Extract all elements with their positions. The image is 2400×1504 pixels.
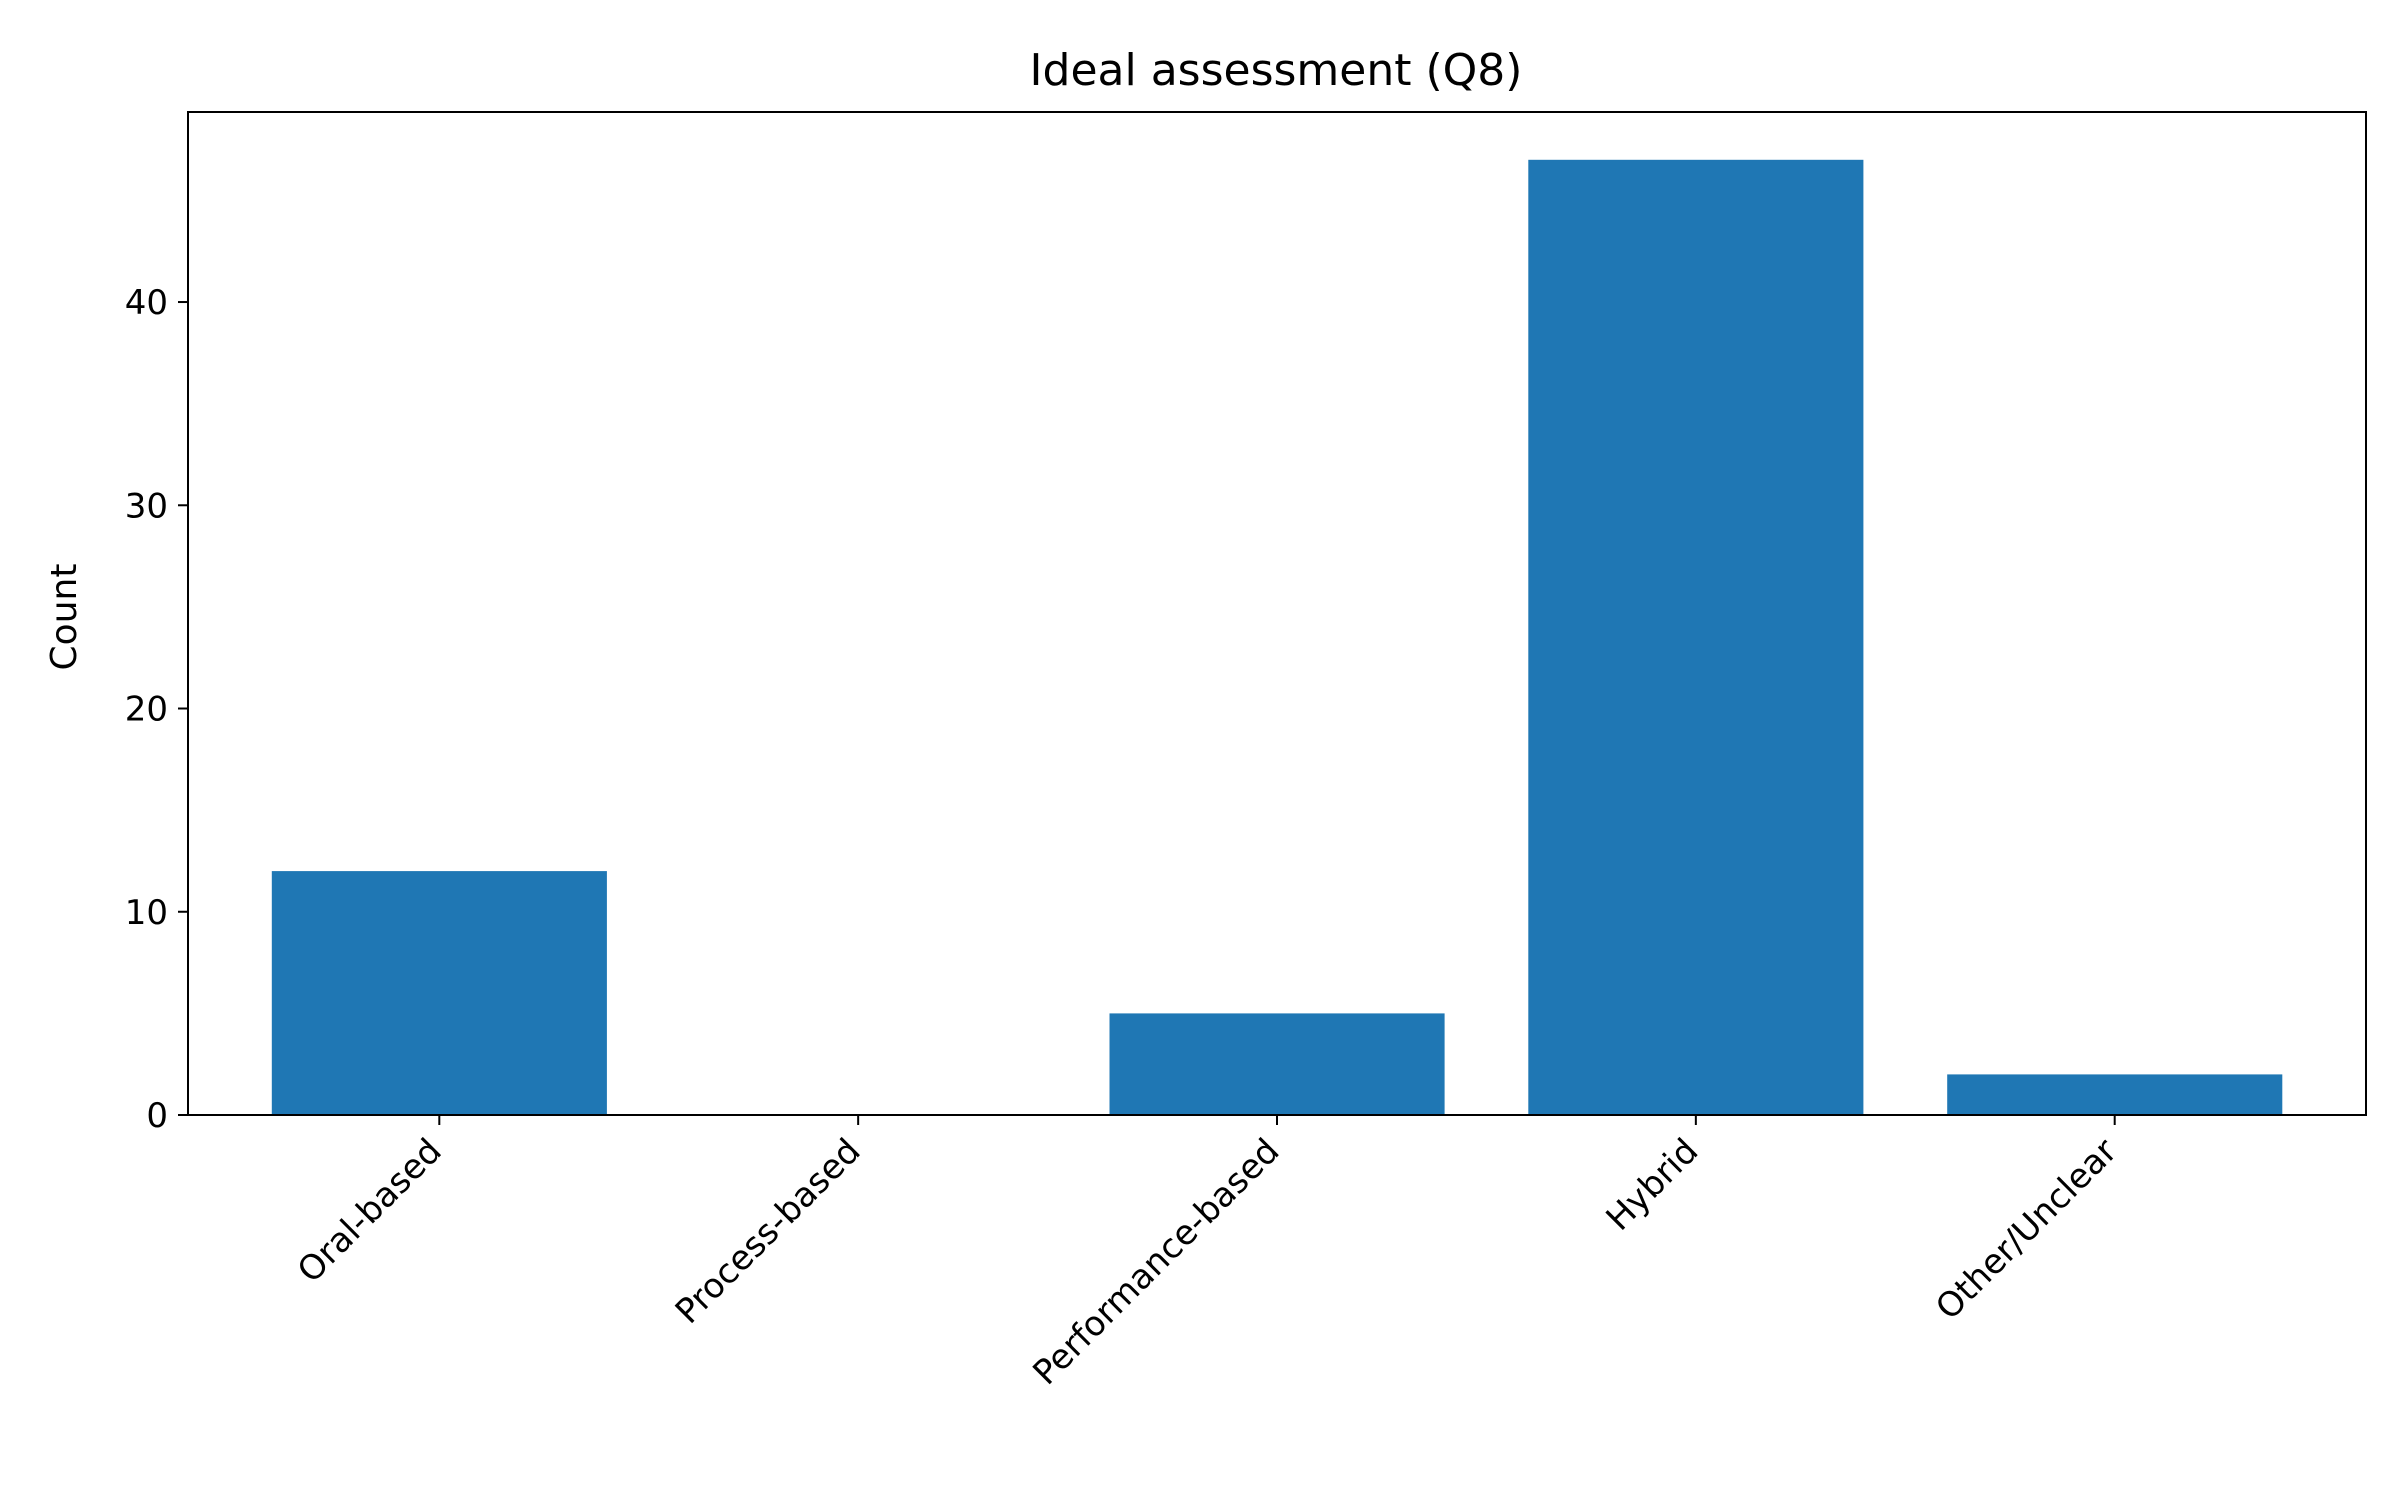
x-tick-label: Performance-based: [1025, 1131, 1287, 1393]
bar-oral-based: [271, 871, 607, 1115]
x-tick-label: Hybrid: [1599, 1131, 1707, 1239]
y-axis: 0 10 20 30 40: [125, 283, 188, 1136]
chart-title: Ideal assessment (Q8): [1030, 45, 1523, 96]
y-tick-label: 40: [125, 283, 168, 323]
bar-other-unclear: [1947, 1074, 2283, 1115]
y-tick-label: 10: [125, 893, 168, 933]
plot-frame: [187, 111, 2367, 1116]
y-tick-label: 20: [125, 690, 168, 730]
bar-performance-based: [1109, 1013, 1445, 1115]
bar-hybrid: [1528, 159, 1864, 1116]
x-tick-label: Oral-based: [290, 1131, 450, 1291]
x-axis: Oral-based Process-based Performance-based…: [290, 1115, 2125, 1393]
y-tick-label: 30: [125, 486, 168, 526]
x-tick-label: Process-based: [668, 1131, 869, 1332]
y-tick-label: 0: [146, 1096, 168, 1136]
y-axis-title: Count: [44, 564, 85, 671]
bars-layer: [271, 159, 2283, 1116]
x-tick-label: Other/Unclear: [1928, 1131, 2125, 1328]
